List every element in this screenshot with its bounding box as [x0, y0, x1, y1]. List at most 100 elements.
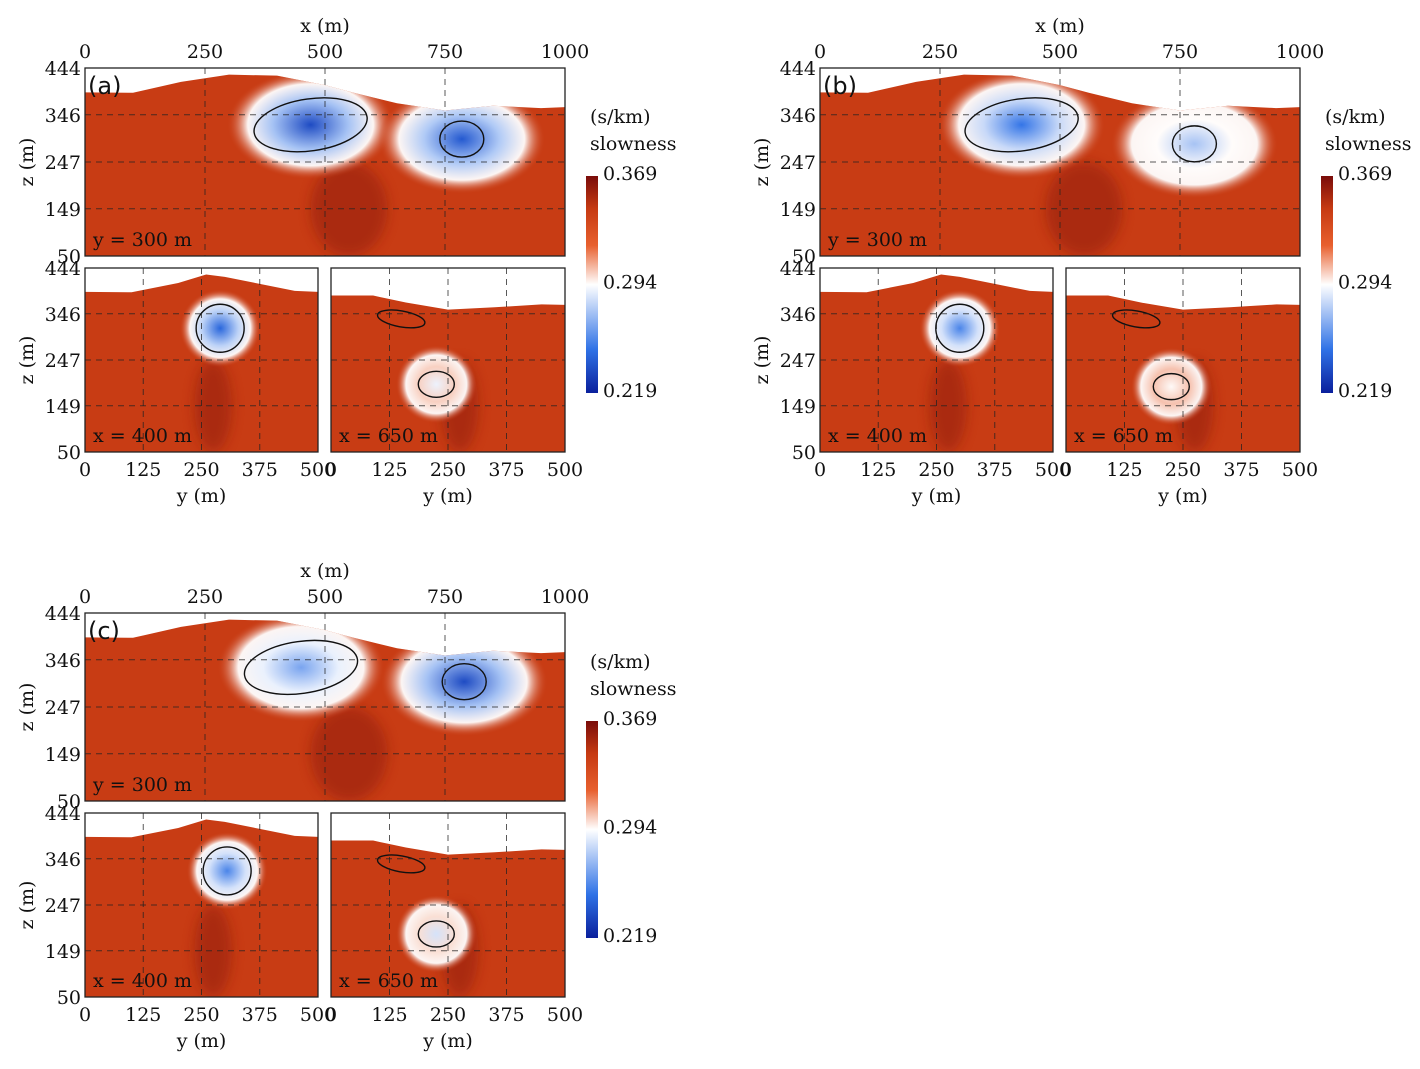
z-tick-label: 149: [780, 396, 816, 418]
colorbar-tick: 0.219: [1338, 380, 1392, 402]
panel-label: (b): [823, 72, 857, 100]
z-tick-label: 50: [57, 246, 81, 268]
plot-frame: [330, 812, 566, 998]
z-axis-label: z (m): [16, 336, 38, 385]
z-tick-label: 149: [780, 199, 816, 221]
z-axis-label: z (m): [16, 683, 38, 732]
z-tick-label: 50: [792, 442, 816, 464]
y-tick-label: 125: [125, 459, 161, 481]
y-axis-label: y (m): [422, 1030, 473, 1052]
low-slowness-anomaly: [217, 619, 385, 722]
true-body-outline: [1111, 309, 1161, 329]
colorbar-tick: 0.294: [603, 272, 657, 294]
true-body-outline: [376, 854, 426, 874]
section-c-2: x = 650 m: [330, 812, 566, 998]
y-tick-label: 500: [300, 1004, 336, 1026]
x-tick-label: 750: [427, 41, 463, 63]
y-axis-label: y (m): [422, 485, 473, 507]
y-tick-label: 250: [430, 459, 466, 481]
plot-frame: [84, 612, 566, 802]
z-axis-label: z (m): [16, 881, 38, 930]
low-slowness-anomaly: [395, 345, 477, 424]
true-body-outline: [195, 303, 245, 353]
section-c-1: x = 400 m 444 346 247 149 50 z (m): [16, 803, 319, 1009]
z-tick-label: 247: [45, 350, 81, 372]
y-tick-label: 125: [125, 1004, 161, 1026]
x-tick-label: 250: [187, 41, 223, 63]
low-slowness-anomaly: [937, 74, 1106, 180]
y-tick-label: 500: [1282, 459, 1318, 481]
colorbar-tick: 0.369: [603, 708, 657, 730]
panel-label: (a): [88, 72, 121, 100]
low-slowness-anomaly: [1110, 89, 1279, 199]
y-tick-label: 500: [300, 459, 336, 481]
z-tick-label: 346: [45, 849, 81, 871]
z-tick-label: 149: [45, 199, 81, 221]
colorbar: [1321, 176, 1333, 393]
z-tick-label: 50: [57, 442, 81, 464]
z-tick-label: 247: [780, 350, 816, 372]
y-tick-label: 375: [242, 1004, 278, 1026]
x-tick-label: 750: [1162, 41, 1198, 63]
y-tick-label: 0: [79, 1004, 91, 1026]
y-tick-label: 375: [242, 459, 278, 481]
z-tick-label: 50: [57, 987, 81, 1009]
y-axis-label: y (m): [1157, 485, 1208, 507]
y-tick-label: 250: [1165, 459, 1201, 481]
z-tick-label: 50: [792, 246, 816, 268]
colorbar-unit: (s/km): [1325, 106, 1386, 128]
z-tick-label: 444: [780, 58, 816, 80]
section-label: y = 300 m: [92, 774, 192, 796]
z-tick-label: 247: [45, 152, 81, 174]
colorbar-tick: 0.219: [603, 925, 657, 947]
z-tick-label: 444: [45, 58, 81, 80]
x-axis-label: x (m): [300, 560, 350, 582]
x-tick-label: 500: [307, 586, 343, 608]
high-slowness-patch: [194, 905, 232, 997]
colorbar-tick: 0.219: [603, 380, 657, 402]
plot-frame: [1065, 267, 1301, 453]
section-label: x = 400 m: [93, 425, 192, 447]
y-tick-label: 500: [547, 459, 583, 481]
true-body-outline: [1152, 372, 1191, 401]
section-label: x = 400 m: [828, 425, 927, 447]
z-axis-label: z (m): [751, 138, 773, 187]
section-label: x = 650 m: [339, 970, 438, 992]
z-tick-label: 346: [45, 304, 81, 326]
y-tick-label: 125: [371, 1004, 407, 1026]
true-body-outline: [376, 309, 426, 329]
colorbar-unit: (s/km): [590, 106, 651, 128]
plot-frame: [84, 67, 566, 257]
z-tick-label: 247: [45, 697, 81, 719]
section-a-2: x = 650 m: [330, 267, 566, 453]
z-tick-label: 149: [45, 744, 81, 766]
true-body-outline: [417, 370, 455, 398]
section-label: y = 300 m: [92, 229, 192, 251]
y-tick-label: 375: [488, 1004, 524, 1026]
x-tick-label: 1000: [541, 586, 589, 608]
low-slowness-anomaly: [380, 627, 548, 737]
true-body-outline: [202, 846, 252, 896]
x-tick-label: 0: [814, 41, 826, 63]
true-body-outline: [935, 303, 985, 353]
true-body-outline: [417, 920, 455, 948]
y-tick-label: 0: [325, 1004, 337, 1026]
x-axis-label: x (m): [300, 15, 350, 37]
high-slowness-patch: [929, 360, 967, 452]
low-slowness-anomaly: [186, 831, 268, 910]
colorbar-label: slowness: [590, 678, 677, 700]
section-b-0: y = 300 m 444 346 247 149 50 z (m): [751, 58, 1301, 268]
x-tick-label: 1000: [1276, 41, 1324, 63]
y-tick-label: 0: [79, 459, 91, 481]
y-tick-label: 375: [977, 459, 1013, 481]
y-tick-label: 125: [860, 459, 896, 481]
x-axis-label: x (m): [1035, 15, 1085, 37]
true-body-outline: [964, 97, 1079, 153]
section-label: x = 650 m: [339, 425, 438, 447]
z-tick-label: 346: [780, 304, 816, 326]
low-slowness-anomaly: [179, 289, 261, 368]
x-tick-label: 500: [307, 41, 343, 63]
colorbar-unit: (s/km): [590, 651, 651, 673]
colorbar: [586, 721, 598, 938]
section-b-2: x = 650 m: [1065, 267, 1301, 453]
